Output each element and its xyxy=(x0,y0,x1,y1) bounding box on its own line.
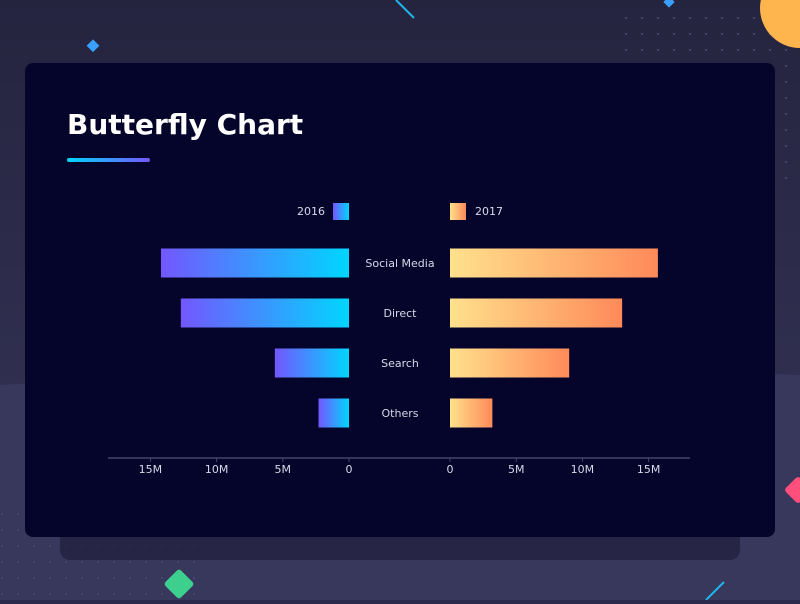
x-tick-label: 15M xyxy=(139,463,163,476)
bar xyxy=(450,298,623,328)
x-tick-label: 5M xyxy=(275,463,292,476)
x-tick-label: 10M xyxy=(205,463,229,476)
bar xyxy=(274,348,349,378)
decor-circle xyxy=(760,0,800,48)
decor-diamond xyxy=(164,569,194,599)
legend-label: 2016 xyxy=(297,205,325,218)
category-label: Direct xyxy=(384,307,418,320)
title-underline xyxy=(67,158,150,162)
bar xyxy=(180,298,349,328)
legend-swatch xyxy=(450,203,466,220)
legend-swatch xyxy=(333,203,349,220)
x-tick-label: 15M xyxy=(637,463,661,476)
x-tick-label: 5M xyxy=(508,463,525,476)
x-tick-label: 10M xyxy=(571,463,595,476)
legend-label: 2017 xyxy=(475,205,503,218)
category-label: Others xyxy=(382,407,419,420)
decor-line xyxy=(705,581,725,601)
card xyxy=(25,63,775,537)
bar xyxy=(450,398,493,428)
x-tick-label: 0 xyxy=(447,463,454,476)
category-label: Search xyxy=(381,357,419,370)
x-tick-label: 0 xyxy=(346,463,353,476)
bar xyxy=(450,348,570,378)
bar xyxy=(318,398,349,428)
chart-title: Butterfly Chart xyxy=(67,108,303,141)
decor-line xyxy=(395,0,415,19)
category-label: Social Media xyxy=(365,257,434,270)
bar xyxy=(160,248,349,278)
decor-diamond xyxy=(785,477,800,503)
bar xyxy=(450,248,658,278)
